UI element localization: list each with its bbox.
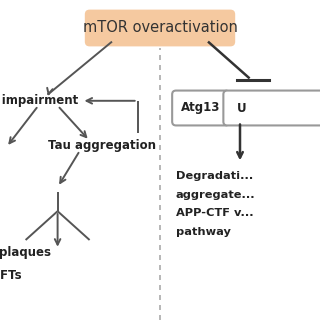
Text: aggregate...: aggregate... bbox=[176, 190, 256, 200]
Text: APP-CTF v...: APP-CTF v... bbox=[176, 208, 254, 218]
Text: Tau aggregation: Tau aggregation bbox=[48, 139, 156, 152]
FancyBboxPatch shape bbox=[223, 91, 320, 125]
Text: y impairment: y impairment bbox=[0, 94, 79, 107]
FancyBboxPatch shape bbox=[172, 91, 229, 125]
Text: NFTs: NFTs bbox=[0, 269, 22, 282]
FancyBboxPatch shape bbox=[85, 10, 235, 46]
Text: - plaques: - plaques bbox=[0, 246, 52, 259]
Text: Degradati...: Degradati... bbox=[176, 171, 253, 181]
Text: Atg13: Atg13 bbox=[181, 101, 220, 115]
Text: U: U bbox=[237, 101, 246, 115]
Text: pathway: pathway bbox=[176, 227, 231, 237]
Text: mTOR overactivation: mTOR overactivation bbox=[83, 20, 237, 36]
